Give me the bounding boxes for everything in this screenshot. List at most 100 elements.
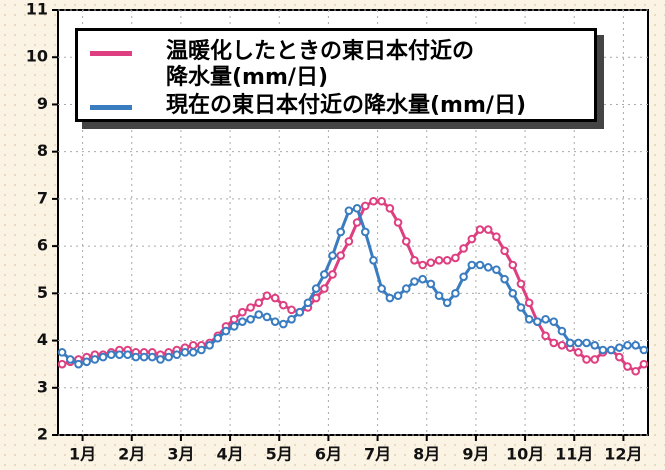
x-tick-label: 3月 [167, 445, 194, 464]
marker [344, 237, 354, 246]
marker [410, 277, 419, 286]
marker [213, 333, 223, 343]
marker [360, 201, 370, 211]
marker [639, 359, 649, 369]
marker [377, 196, 386, 206]
marker [475, 225, 485, 234]
marker [516, 303, 526, 312]
marker [336, 251, 346, 260]
marker [418, 274, 427, 284]
marker [541, 331, 550, 341]
marker [492, 265, 501, 275]
marker [279, 319, 288, 329]
y-tick-label: 10 [26, 47, 48, 66]
marker [164, 352, 173, 362]
marker [393, 218, 403, 227]
marker [426, 258, 436, 267]
marker [533, 317, 542, 326]
marker [639, 345, 649, 355]
marker [74, 359, 83, 369]
legend-label: 現在の東日本付近の降水量(mm/日) [166, 93, 526, 118]
marker [311, 293, 321, 303]
y-tick-label: 11 [26, 0, 48, 19]
marker [516, 279, 526, 289]
marker [246, 315, 255, 324]
marker [205, 340, 214, 350]
marker [508, 260, 518, 270]
x-tick-label: 11月 [555, 445, 593, 464]
marker [434, 291, 444, 300]
marker [508, 289, 518, 298]
marker [221, 326, 231, 336]
legend-label: 温暖化したときの東日本付近の降水量(mm/日) [166, 39, 475, 90]
marker [270, 317, 280, 326]
marker [623, 362, 632, 371]
marker [467, 234, 477, 244]
marker [147, 352, 157, 362]
marker [188, 348, 198, 357]
marker [336, 227, 346, 237]
marker [369, 255, 378, 265]
legend-item: 現在の東日本付近の降水量(mm/日) [90, 93, 594, 119]
marker [459, 244, 468, 253]
legend-swatch [90, 105, 132, 110]
marker [279, 300, 288, 310]
marker [631, 340, 641, 350]
marker [180, 348, 190, 357]
marker [344, 206, 354, 215]
x-tick-label: 1月 [69, 445, 96, 464]
marker [65, 355, 75, 364]
y-tick-label: 5 [37, 283, 48, 302]
marker [90, 355, 100, 364]
y-tick-label: 3 [37, 377, 48, 396]
marker [549, 317, 559, 326]
marker [442, 255, 452, 265]
marker [393, 291, 403, 300]
marker [57, 359, 67, 369]
marker [197, 345, 206, 355]
marker [500, 274, 509, 284]
marker [483, 225, 493, 234]
marker [246, 303, 255, 312]
marker [590, 355, 600, 364]
marker [590, 340, 600, 350]
marker [287, 315, 296, 324]
marker [483, 263, 493, 272]
marker [360, 227, 370, 237]
legend: 温暖化したときの東日本付近の降水量(mm/日) 現在の東日本付近の降水量(mm/日… [75, 28, 597, 122]
x-tick-label: 10月 [506, 445, 544, 464]
x-tick-label: 7月 [364, 445, 391, 464]
marker [139, 352, 149, 362]
marker [295, 307, 305, 317]
marker [303, 298, 313, 308]
marker [188, 340, 198, 350]
marker [557, 326, 567, 336]
marker [311, 284, 321, 293]
y-tick-label: 8 [37, 141, 48, 160]
marker [352, 204, 362, 213]
marker [434, 255, 444, 265]
marker [451, 289, 460, 298]
marker [287, 305, 296, 315]
y-tick-label: 4 [37, 330, 48, 349]
marker [320, 270, 329, 279]
marker [262, 312, 272, 322]
legend-item: 温暖化したときの東日本付近の降水量(mm/日) [90, 39, 594, 91]
legend-swatch [90, 51, 132, 56]
marker [418, 260, 427, 270]
marker [82, 357, 91, 367]
marker [328, 270, 337, 279]
marker [229, 322, 239, 331]
x-tick-label: 4月 [217, 445, 244, 464]
marker [615, 343, 624, 352]
marker [385, 293, 395, 303]
marker [541, 315, 550, 324]
marker [238, 317, 247, 326]
marker [475, 260, 485, 270]
marker [500, 246, 509, 256]
marker [582, 338, 591, 348]
marker [320, 284, 329, 293]
y-tick-label: 7 [37, 188, 48, 207]
x-tick-label: 9月 [462, 445, 489, 464]
